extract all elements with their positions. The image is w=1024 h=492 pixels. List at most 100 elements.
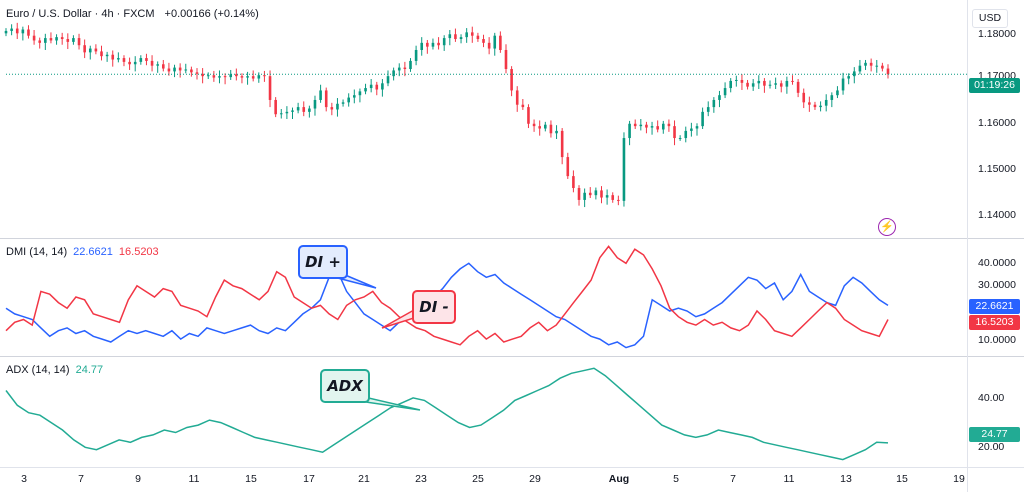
candle-body [740, 79, 744, 83]
candle-body [690, 128, 693, 131]
candle-body [763, 80, 766, 86]
candle-body [808, 102, 811, 105]
x-tick: 23 [415, 473, 427, 485]
candle-body [145, 58, 148, 61]
adx-tick-2: 20.00 [978, 441, 1005, 453]
candle-body [21, 29, 25, 34]
candle-body [122, 58, 126, 62]
candle-body [128, 61, 131, 65]
candle-body [77, 38, 81, 46]
pane-divider[interactable] [0, 356, 1024, 357]
candle-body [757, 80, 761, 84]
candle-body [746, 82, 749, 87]
candle-body [139, 58, 143, 62]
candle-body [94, 48, 98, 52]
adx-pane[interactable]: ADX (14, 14) 24.77 40.00 20.00 24.77 [0, 356, 1024, 468]
adx-callout: ADX [320, 369, 370, 403]
candle-body [656, 126, 659, 130]
candle-body [465, 32, 468, 38]
dmi-tick-3: 10.0000 [978, 334, 1016, 346]
candle-body [308, 108, 311, 112]
candle-body [133, 61, 137, 65]
adx-legend: ADX (14, 14) 24.77 [6, 364, 109, 376]
candle-body [515, 90, 519, 105]
candle-body [397, 67, 401, 71]
candle-body [240, 76, 244, 78]
x-tick: 15 [245, 473, 257, 485]
candle-body [60, 37, 64, 40]
candle-body [617, 199, 620, 201]
candle-body [263, 75, 266, 77]
currency-button[interactable]: USD [972, 9, 1008, 28]
candle-body [836, 90, 839, 96]
price-tick-3: 1.16000 [978, 117, 1016, 129]
candle-body [712, 99, 716, 108]
candle-body [235, 74, 238, 77]
pane-divider[interactable] [0, 238, 1024, 239]
candle-body [111, 54, 115, 60]
di-plus-tag: 22.6621 [969, 299, 1020, 314]
candle-body [195, 72, 199, 74]
symbol-title[interactable]: Euro / U.S. Dollar · 4h · FXCM [6, 8, 155, 20]
candle-body [802, 92, 806, 103]
candle-body [341, 102, 345, 104]
candle-body [622, 138, 626, 201]
dmi-legend: DMI (14, 14) 22.6621 16.5203 [6, 246, 165, 258]
candle-body [830, 95, 834, 100]
dmi-pane[interactable]: DMI (14, 14) 22.6621 16.5203 40.0000 30.00… [0, 238, 1024, 356]
candle-body [521, 104, 525, 108]
lightning-icon[interactable]: ⚡ [878, 218, 896, 236]
x-tick: 19 [953, 473, 965, 485]
candle-body [650, 126, 654, 128]
candle-body [869, 62, 873, 66]
candle-body [779, 83, 783, 87]
x-tick: 17 [303, 473, 315, 485]
candle-body [673, 126, 676, 139]
candle-body [768, 84, 772, 86]
candle-body [381, 83, 384, 90]
candle-body [774, 83, 777, 85]
candle-body [330, 107, 334, 110]
candle-body [375, 84, 379, 90]
candle-body [206, 75, 210, 77]
candle-body [285, 111, 289, 114]
x-tick: 25 [472, 473, 484, 485]
candle-body [549, 124, 553, 134]
price-legend: Euro / U.S. Dollar · 4h · FXCM +0.00166 (… [6, 8, 265, 20]
candle-body [785, 80, 789, 87]
candle-body [678, 138, 682, 140]
price-tick-1: 1.18000 [978, 28, 1016, 40]
x-tick: 21 [358, 473, 370, 485]
candle-body [813, 104, 817, 108]
adx-title[interactable]: ADX (14, 14) [6, 364, 70, 376]
candle-body [392, 70, 395, 77]
candle-body [633, 123, 637, 127]
candle-body [476, 35, 480, 40]
candle-body [4, 30, 8, 34]
candle-body [661, 123, 665, 130]
candle-body [268, 76, 272, 100]
candle-body [201, 73, 204, 77]
candle-body [369, 84, 373, 89]
candle-body [414, 49, 418, 61]
candle-body [27, 29, 30, 36]
candle-body [442, 38, 446, 46]
candle-body [532, 123, 536, 127]
candle-body [566, 157, 570, 177]
candle-body [403, 67, 407, 70]
candle-body [246, 76, 249, 78]
candle-body [420, 42, 424, 50]
candle-body [510, 69, 513, 91]
candle-body [291, 110, 294, 112]
price-pane[interactable]: Euro / U.S. Dollar · 4h · FXCM +0.00166 (… [0, 0, 1024, 238]
candle-body [409, 60, 412, 70]
candle-body [100, 51, 103, 57]
candle-body [274, 99, 277, 115]
candle-body [499, 35, 502, 50]
candle-body [560, 130, 564, 158]
dmi-title[interactable]: DMI (14, 14) [6, 246, 68, 258]
candle-body [49, 38, 53, 41]
candle-body [645, 124, 648, 128]
x-tick: Aug [608, 473, 630, 485]
